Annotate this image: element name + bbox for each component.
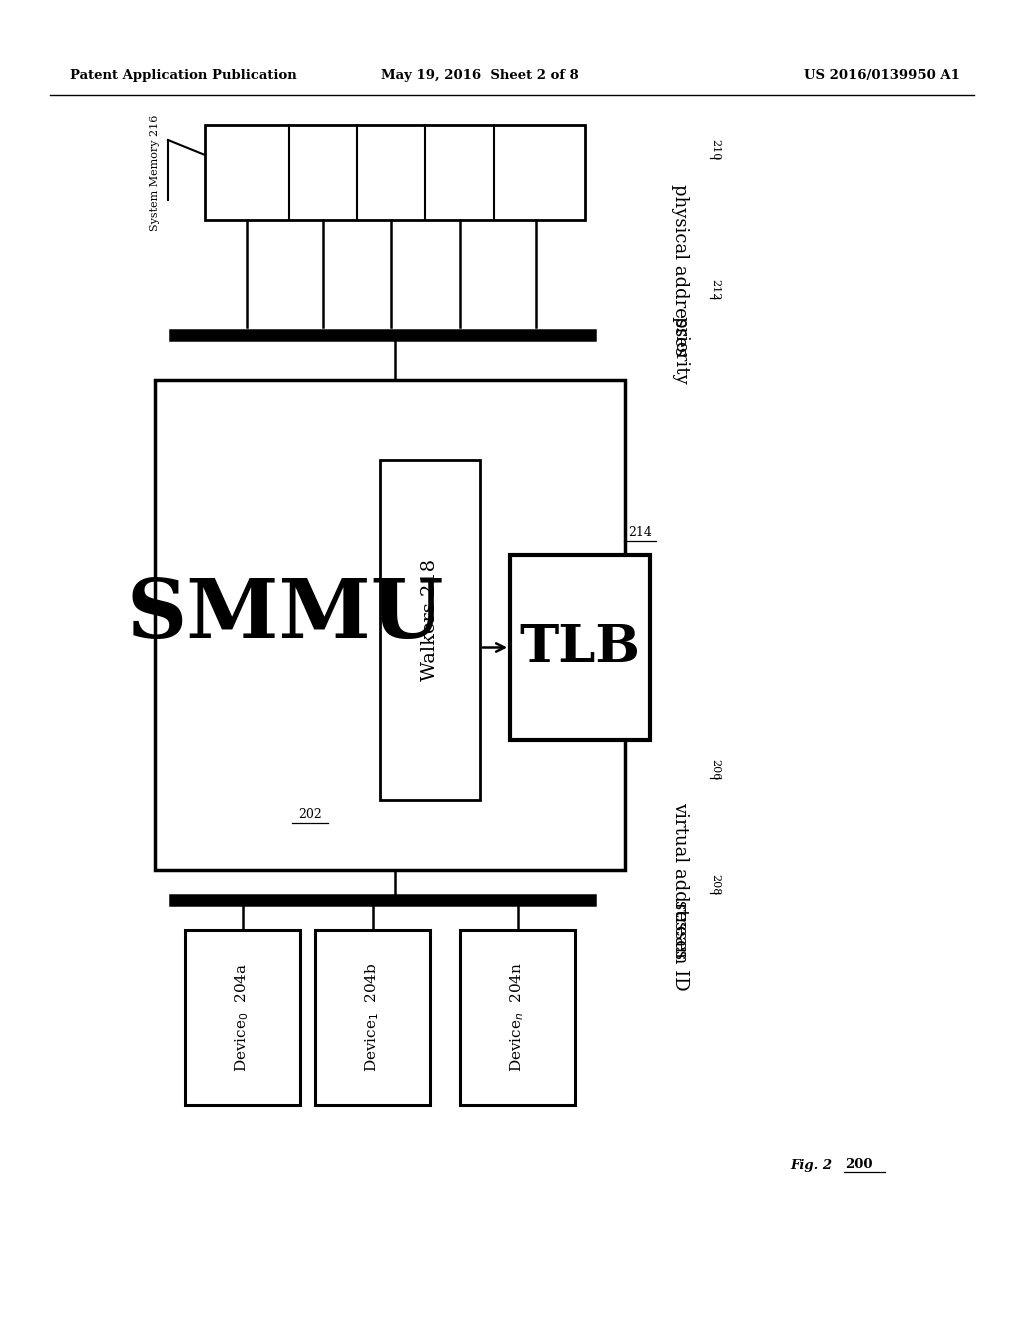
Bar bbox=[205, 125, 585, 220]
Text: Device$_{n}$  204n: Device$_{n}$ 204n bbox=[509, 962, 526, 1072]
Text: 214: 214 bbox=[628, 527, 652, 540]
Text: Device$_{0}$  204a: Device$_{0}$ 204a bbox=[233, 964, 251, 1072]
Text: System Memory 216: System Memory 216 bbox=[150, 115, 160, 231]
Text: Patent Application Publication: Patent Application Publication bbox=[70, 69, 297, 82]
Text: 202: 202 bbox=[298, 808, 322, 821]
Text: 200: 200 bbox=[845, 1159, 872, 1172]
Text: 208: 208 bbox=[710, 874, 720, 896]
Text: priority: priority bbox=[671, 315, 689, 384]
Text: Walkers 218: Walkers 218 bbox=[421, 558, 439, 681]
Bar bbox=[185, 931, 300, 1105]
Text: Device$_{1}$  204b: Device$_{1}$ 204b bbox=[364, 962, 381, 1072]
Text: SMMU: SMMU bbox=[126, 576, 443, 655]
Text: 212: 212 bbox=[710, 280, 720, 301]
Text: US 2016/0139950 A1: US 2016/0139950 A1 bbox=[804, 69, 961, 82]
Text: 210: 210 bbox=[710, 140, 720, 161]
Bar bbox=[380, 459, 480, 800]
Bar bbox=[155, 380, 625, 870]
Text: Fig. 2: Fig. 2 bbox=[790, 1159, 833, 1172]
Text: May 19, 2016  Sheet 2 of 8: May 19, 2016 Sheet 2 of 8 bbox=[381, 69, 579, 82]
Bar bbox=[510, 554, 650, 741]
Text: virtual addresses: virtual addresses bbox=[671, 801, 689, 958]
Text: 206: 206 bbox=[710, 759, 720, 780]
Text: stream ID: stream ID bbox=[671, 900, 689, 990]
Text: physical addresses: physical addresses bbox=[671, 183, 689, 356]
Bar bbox=[460, 931, 575, 1105]
Bar bbox=[315, 931, 430, 1105]
Text: TLB: TLB bbox=[519, 622, 640, 673]
